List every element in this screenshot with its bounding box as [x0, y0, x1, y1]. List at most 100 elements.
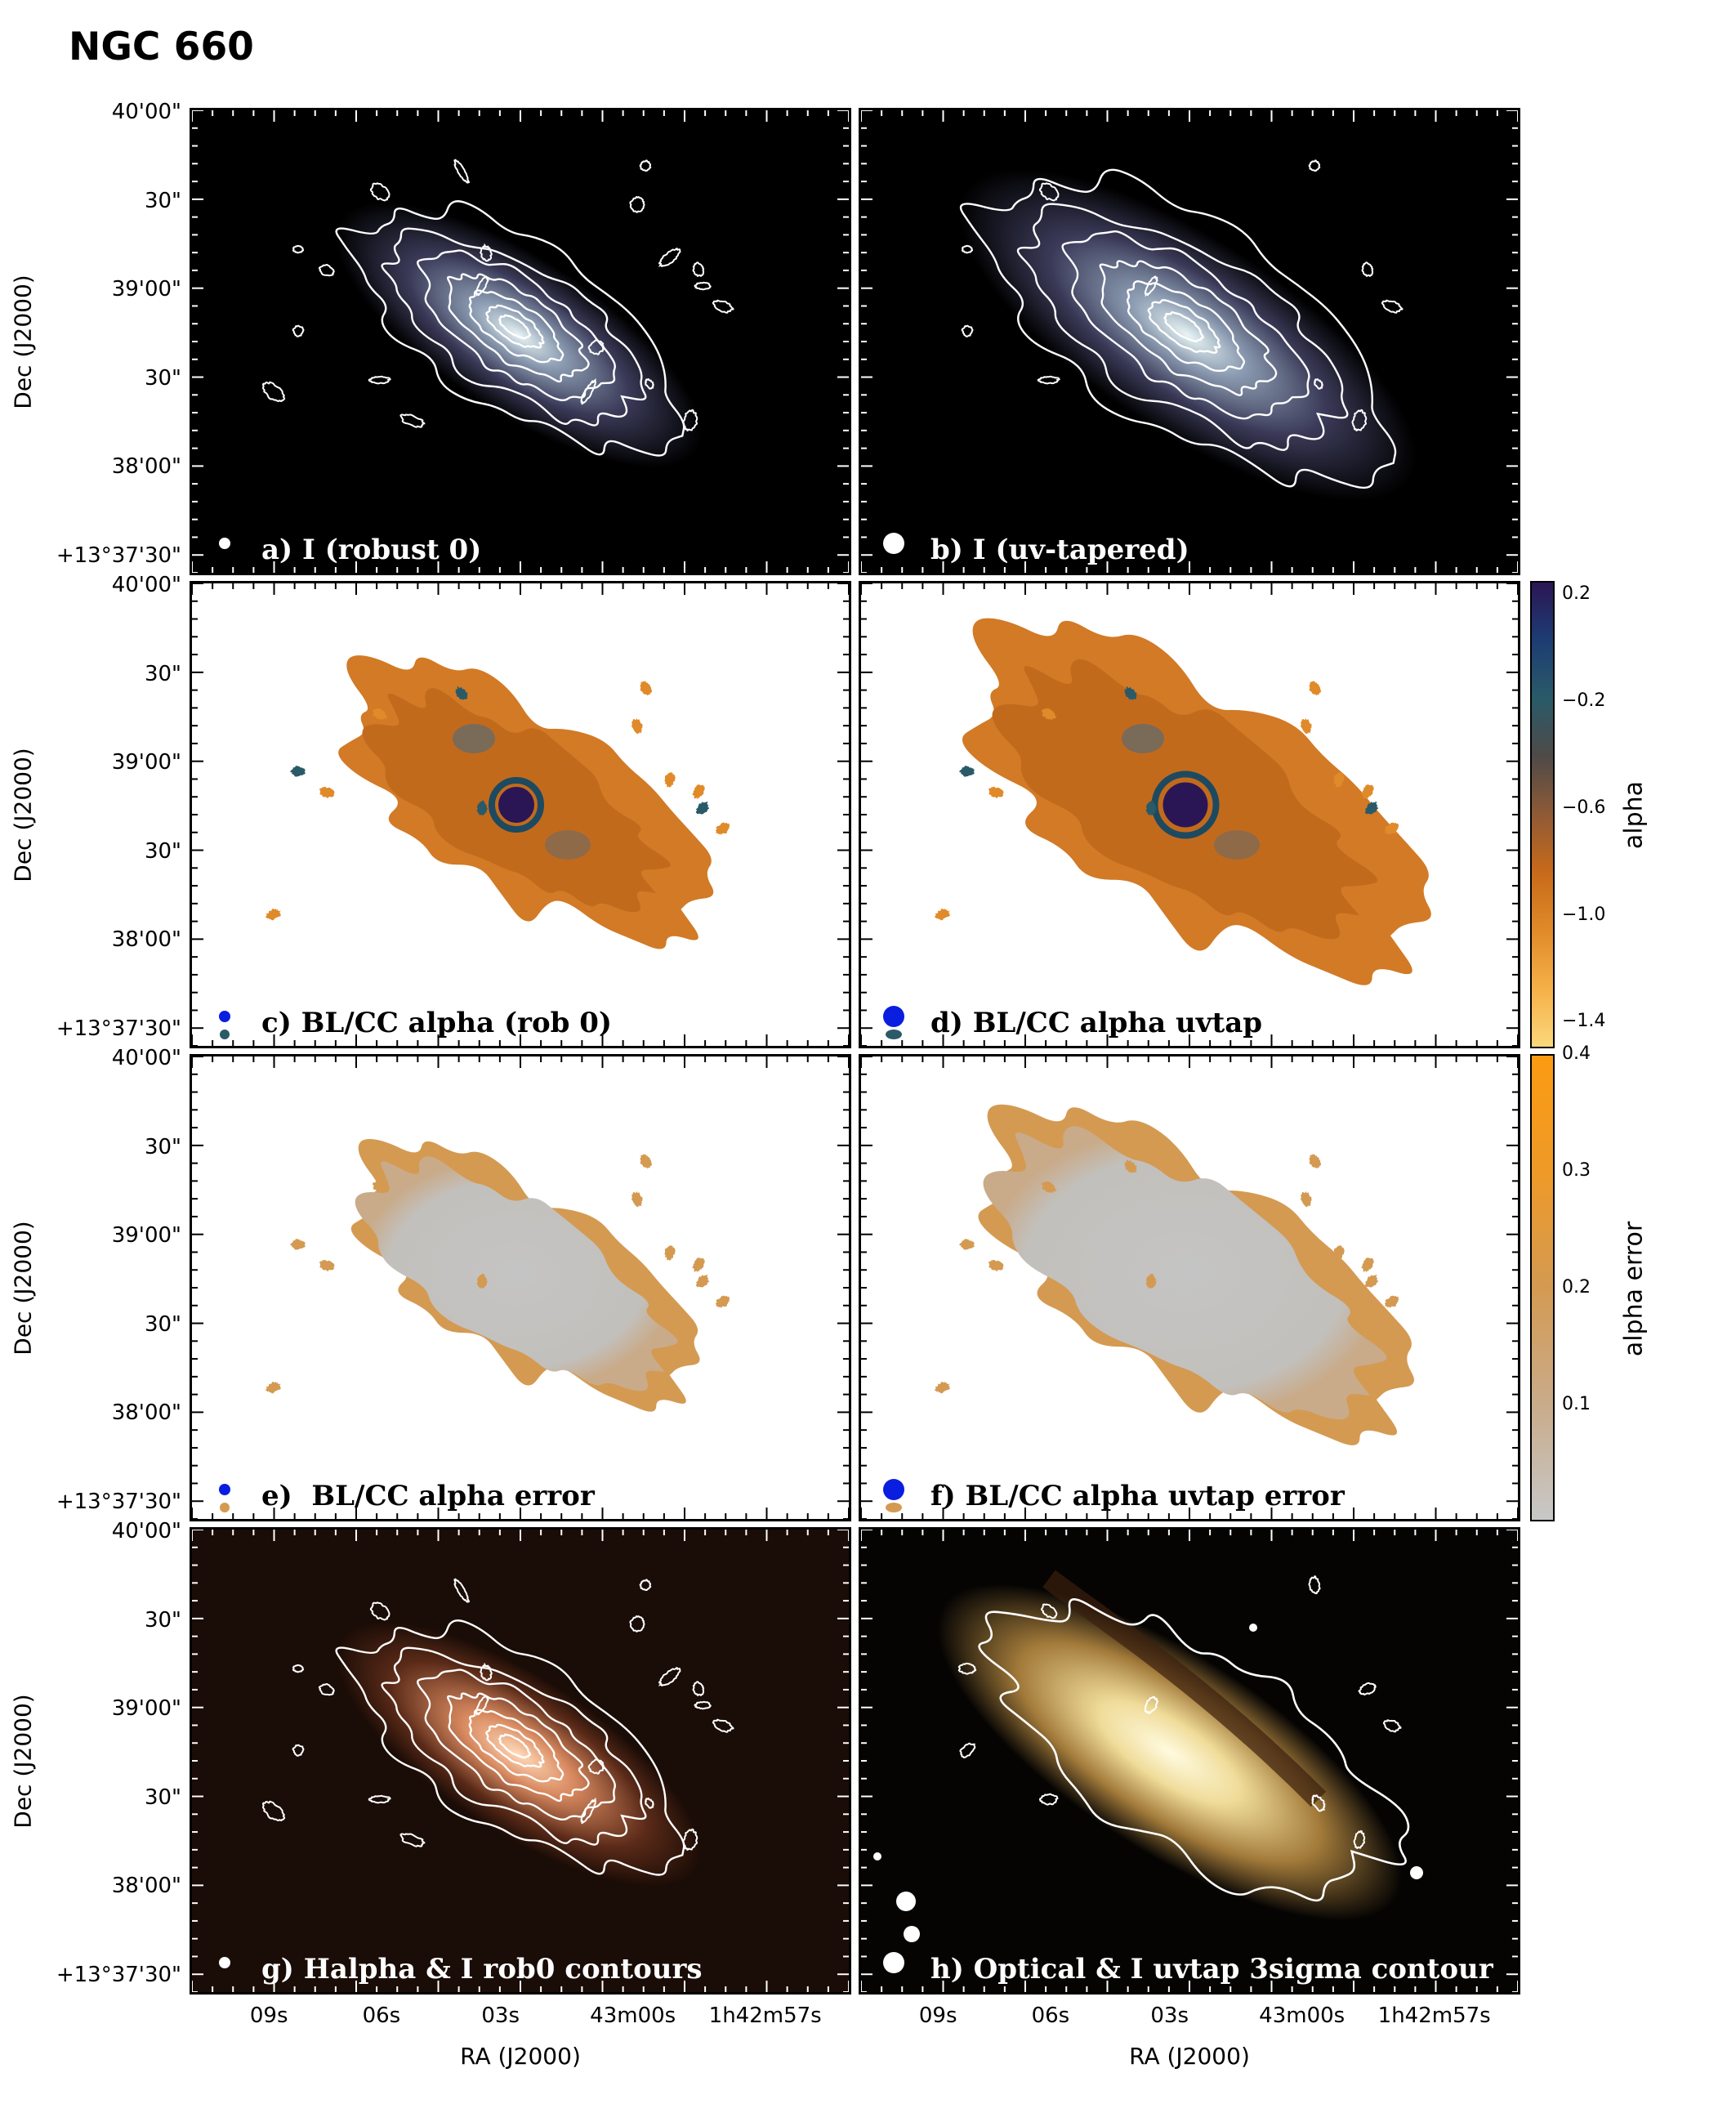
y-axis-label: Dec (J2000) [9, 1694, 37, 1829]
contour [587, 1758, 605, 1775]
alpha-region [695, 801, 710, 815]
y-tick-label: 39'00" [111, 1696, 181, 1722]
error-region [319, 1259, 335, 1271]
alpha-region [988, 786, 1004, 798]
contour [498, 314, 532, 340]
alpha-region [1309, 681, 1321, 696]
alpha-region [640, 681, 652, 696]
y-tick-label: 30" [144, 365, 181, 391]
beam-marker [220, 1503, 230, 1512]
star [896, 1892, 916, 1911]
contour [261, 1800, 286, 1822]
alpha-region [545, 830, 591, 860]
galaxy-emission [335, 202, 703, 468]
figure-title: NGC 660 [69, 25, 254, 69]
error-region [983, 1126, 1387, 1420]
alpha-region [319, 786, 335, 798]
contour [368, 375, 391, 385]
y-tick-label: +13°37'30" [56, 1963, 181, 1987]
colorbar-tick-label: 0.2 [1562, 1277, 1591, 1298]
contour [682, 409, 698, 432]
contour [1361, 261, 1374, 277]
contour [335, 200, 685, 457]
contour [498, 1733, 532, 1759]
contour [453, 1578, 470, 1603]
contour [639, 1579, 652, 1592]
colorbar-alpha-error-label: alpha error [1619, 1221, 1649, 1357]
error-region [1364, 1274, 1379, 1288]
contour [369, 1601, 390, 1621]
panel-a: a) I (robust 0) [190, 108, 851, 575]
colorbar-alpha-error [1530, 1054, 1555, 1521]
y-tick-label: 30" [144, 1607, 181, 1633]
tick-marks [192, 110, 849, 573]
colorbar-tick-label: 0.3 [1562, 1160, 1591, 1181]
colorbar-alpha [1530, 581, 1555, 1048]
x-tick-label: 1h42m57s [708, 2003, 822, 2028]
panel-e: e) BL/CC alpha error [190, 1054, 851, 1521]
contour [629, 1615, 645, 1633]
map-g [192, 1530, 849, 1992]
y-tick-label: 38'00" [111, 1874, 181, 1899]
contour [580, 377, 596, 405]
contour [475, 1695, 489, 1717]
error-region [935, 1381, 950, 1394]
error-region [1124, 1159, 1137, 1173]
alpha-region [692, 784, 705, 800]
beam-marker [883, 1006, 904, 1027]
contour [959, 1742, 976, 1758]
contour [1308, 159, 1321, 172]
map-f [861, 1056, 1518, 1519]
contour [485, 1723, 545, 1768]
x-tick-label: 03s [481, 2003, 520, 2028]
y-tick-label: +13°37'30" [56, 1490, 181, 1514]
panel-label-h: h) Optical & I uvtap 3sigma contour [930, 1953, 1493, 1986]
contour [480, 1662, 493, 1682]
error-region [715, 1295, 730, 1308]
contour [468, 1709, 565, 1783]
alpha-region [1122, 724, 1164, 753]
contour [1311, 1794, 1326, 1812]
contour [318, 1682, 335, 1696]
tick-marks [861, 1056, 1518, 1519]
panel-label-f: f) BL/CC alpha uvtap error [930, 1480, 1345, 1512]
alpha-region [1384, 822, 1399, 835]
error-region [372, 1181, 388, 1193]
colorbar-tick-label: 0.2 [1562, 583, 1591, 605]
contour [682, 1828, 698, 1852]
beam-marker [886, 1030, 902, 1039]
panel-c: c) BL/CC alpha (rob 0) [190, 581, 851, 1048]
contour [1147, 299, 1221, 354]
contour [292, 324, 305, 337]
tick-marks [192, 1056, 849, 1519]
alpha-region [453, 724, 495, 753]
panel-label-g: g) Halpha & I rob0 contours [261, 1953, 703, 1986]
alpha-region [372, 708, 388, 720]
panel-label-d: d) BL/CC alpha uvtap [930, 1007, 1263, 1039]
contour [1099, 260, 1278, 396]
x-axis-label: RA (J2000) [460, 2043, 581, 2070]
alpha-region [1041, 708, 1057, 720]
galaxy-emission [958, 168, 1417, 502]
beam-marker [886, 1503, 902, 1512]
contour [959, 168, 1397, 489]
contour [381, 1646, 647, 1846]
star [1410, 1866, 1423, 1879]
error-region [695, 1274, 710, 1288]
y-axis-label: Dec (J2000) [9, 275, 37, 409]
y-axis-label: Dec (J2000) [9, 748, 37, 882]
contour [1381, 299, 1404, 314]
contour [475, 275, 489, 297]
contour [1353, 1829, 1366, 1850]
alpha-core [498, 787, 534, 823]
panel-b: b) I (uv-tapered) [859, 108, 1520, 575]
y-tick-label: +13°37'30" [56, 1016, 181, 1041]
contour [1041, 1603, 1058, 1619]
error-region [1333, 1244, 1345, 1261]
colorbar-tick-label: −1.4 [1562, 1011, 1606, 1032]
contour [292, 1744, 305, 1757]
contour [580, 1797, 596, 1825]
tick-marks [192, 1530, 849, 1992]
contour [318, 263, 335, 277]
y-tick-label: 30" [144, 1134, 181, 1159]
